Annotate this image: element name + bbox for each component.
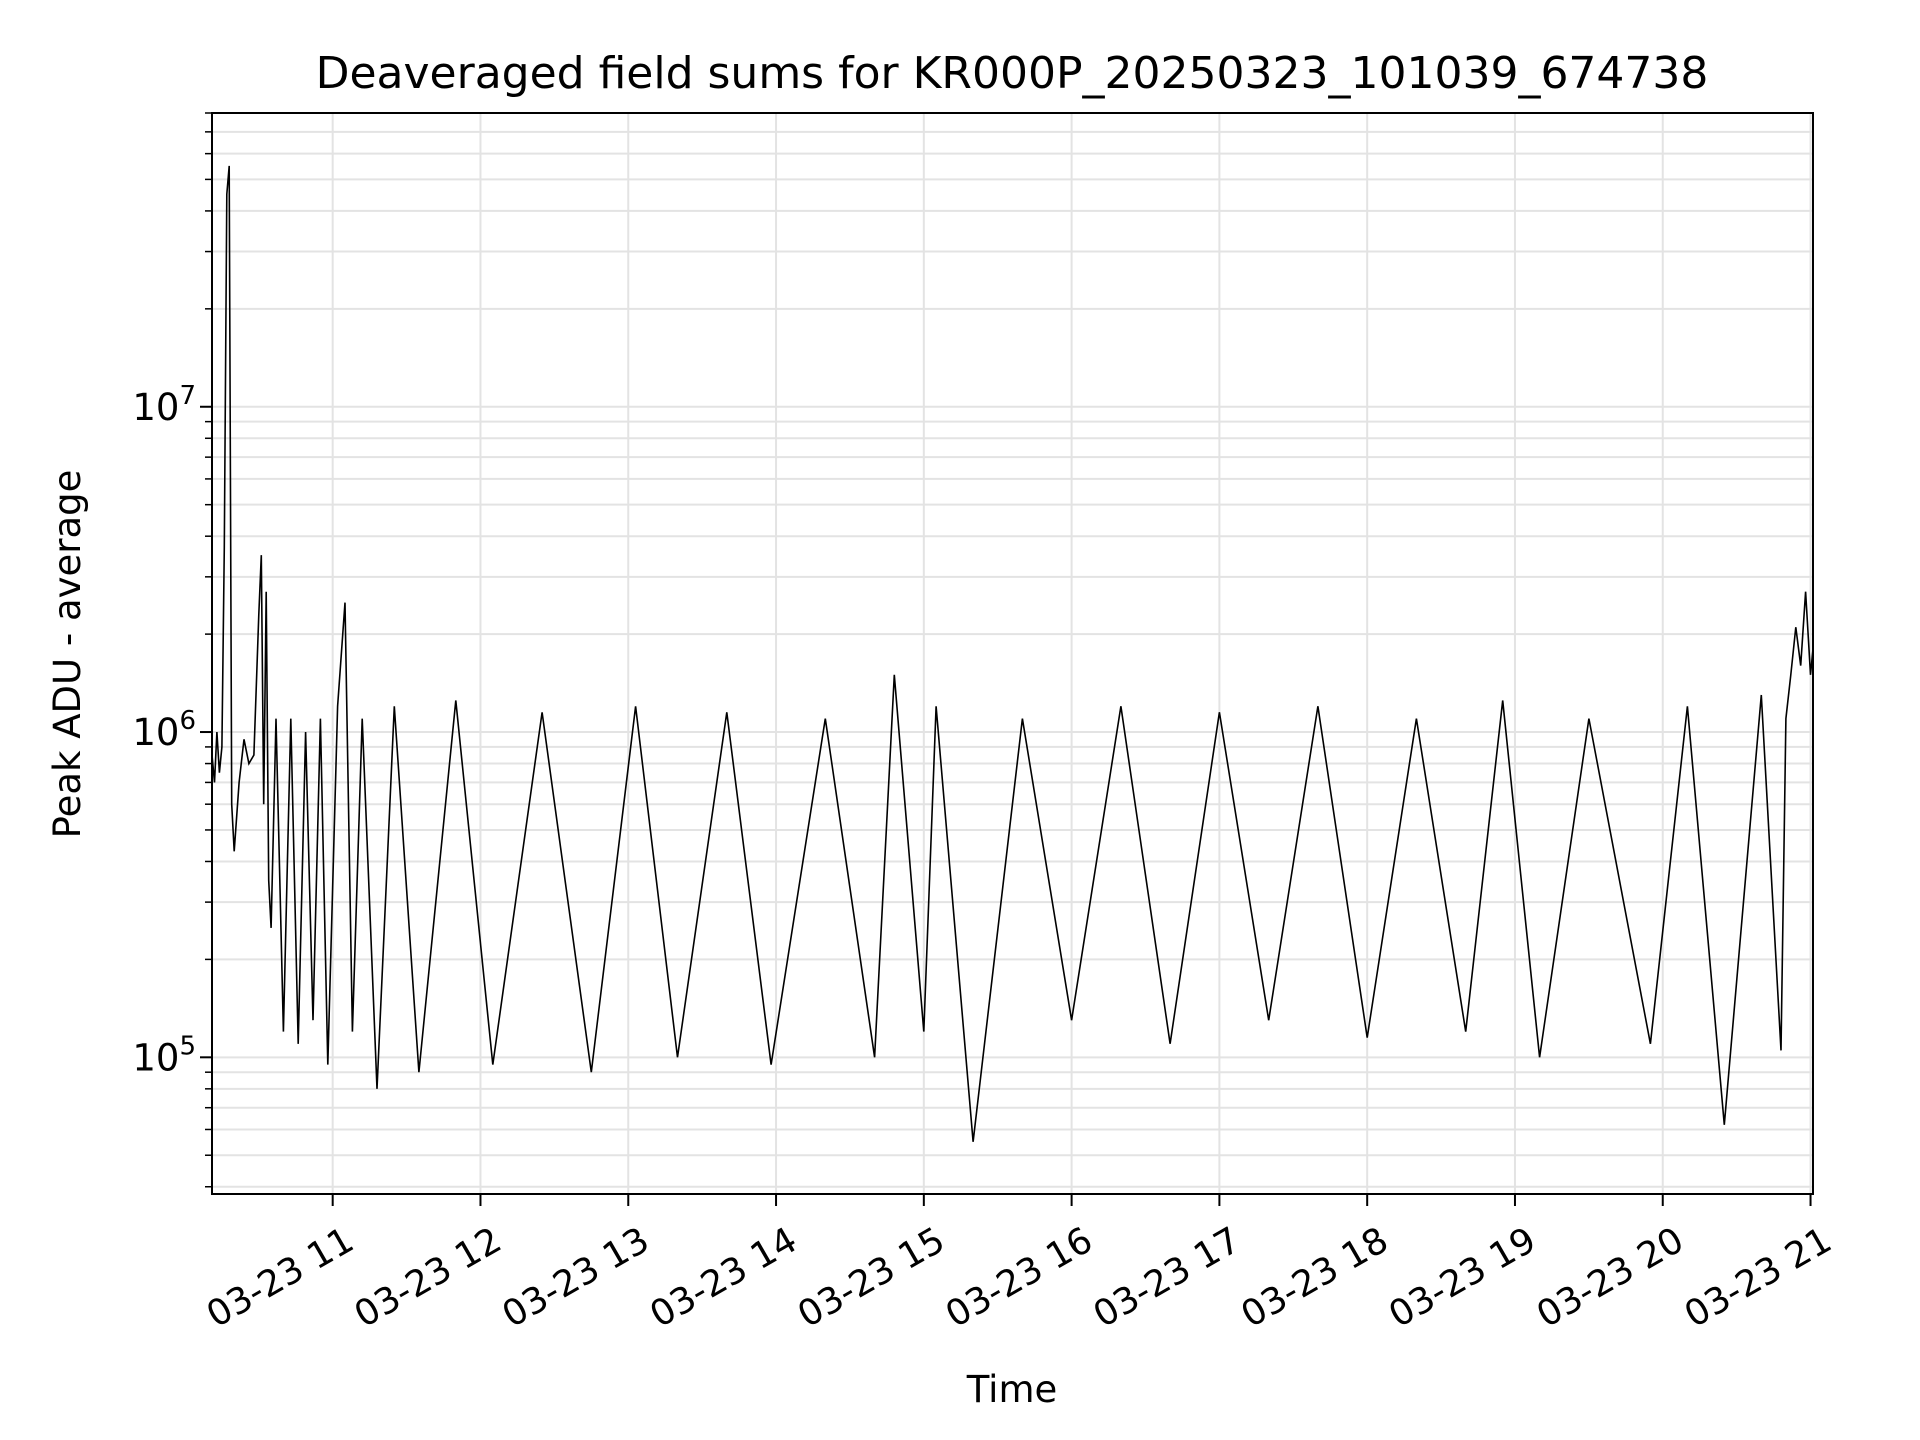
y-tick-label: 105 xyxy=(132,1031,196,1079)
grid-lines xyxy=(212,112,1813,1194)
x-tick-label: 03-23 13 xyxy=(496,1220,657,1336)
x-tick-label: 03-23 19 xyxy=(1382,1220,1543,1336)
x-tick-label: 03-23 12 xyxy=(348,1220,509,1336)
y-tick-exponent: 7 xyxy=(179,381,196,411)
plot-frame xyxy=(211,112,1814,1195)
y-tick-label: 106 xyxy=(132,706,196,754)
x-tick-label: 03-23 14 xyxy=(643,1220,804,1336)
x-axis-label: Time xyxy=(966,1368,1058,1411)
y-tick-base: 10 xyxy=(132,386,179,429)
series-layer xyxy=(211,165,1814,1142)
x-tick-label: 03-23 21 xyxy=(1678,1220,1839,1336)
y-tick-base: 10 xyxy=(132,1036,179,1079)
y-tick-exponent: 6 xyxy=(179,706,196,736)
x-tick-label: 03-23 15 xyxy=(791,1220,952,1336)
y-tick-base: 10 xyxy=(132,711,179,754)
chart-title: Deaveraged field sums for KR000P_2025032… xyxy=(316,48,1709,99)
y-axis-label: Peak ADU - average xyxy=(46,470,89,839)
x-tick-label: 03-23 16 xyxy=(939,1220,1100,1336)
x-tick-label: 03-23 20 xyxy=(1530,1220,1691,1336)
x-tick-label: 03-23 17 xyxy=(1087,1220,1248,1336)
x-tick-label: 03-23 11 xyxy=(200,1220,361,1336)
x-tick-label: 03-23 18 xyxy=(1235,1220,1396,1336)
y-tick-exponent: 5 xyxy=(179,1031,196,1061)
series-line xyxy=(211,165,1814,1142)
y-tick-label: 107 xyxy=(132,381,196,429)
